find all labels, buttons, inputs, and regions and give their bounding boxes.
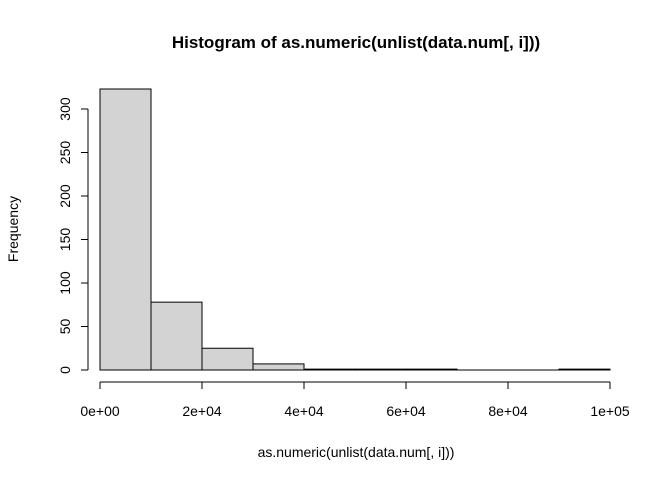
x-axis-label: as.numeric(unlist(data.num[, i])) [258, 444, 455, 460]
y-tick-label-6: 300 [57, 97, 73, 121]
chart-title: Histogram of as.numeric(unlist(data.num[… [172, 33, 540, 52]
x-tick-label-2: 4e+04 [284, 403, 324, 419]
x-tick-label-5: 1e+05 [590, 403, 630, 419]
x-axis: 0e+00 2e+04 4e+04 6e+04 8e+04 1e+05 [80, 381, 630, 419]
y-tick-label-4: 200 [57, 184, 73, 208]
y-tick-label-2: 100 [57, 271, 73, 295]
x-tick-label-0: 0e+00 [80, 403, 120, 419]
y-axis: 0 50 100 150 200 250 300 [57, 97, 89, 374]
histogram-bar-5 [354, 368, 407, 371]
histogram-bar-3 [252, 363, 305, 371]
y-axis-label: Frequency [5, 196, 21, 262]
x-tick-label-4: 8e+04 [488, 403, 528, 419]
y-tick-label-3: 150 [57, 228, 73, 252]
y-tick-label-5: 250 [57, 141, 73, 165]
y-tick-label-0: 0 [57, 366, 73, 374]
y-tick-label-1: 50 [57, 319, 73, 335]
histogram-bar-9 [558, 368, 611, 371]
histogram-bar-6 [405, 368, 458, 371]
histogram-bar-4 [303, 368, 356, 371]
histogram-bar-1 [150, 301, 203, 371]
x-tick-label-3: 6e+04 [386, 403, 426, 419]
histogram-bar-2 [201, 347, 254, 371]
bars-group [99, 88, 611, 371]
histogram-bar-0 [99, 88, 152, 371]
x-tick-label-1: 2e+04 [182, 403, 222, 419]
